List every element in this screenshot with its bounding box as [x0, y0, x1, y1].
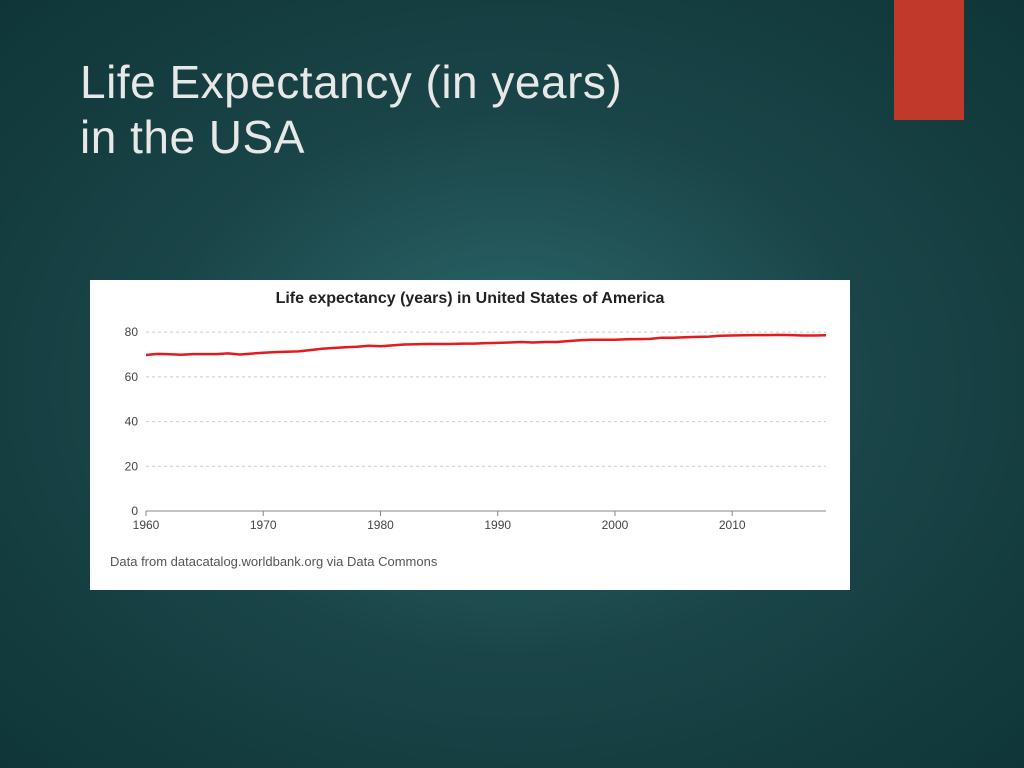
accent-bar [894, 0, 964, 120]
data-series-line [146, 335, 826, 355]
chart-panel: Life expectancy (years) in United States… [90, 280, 850, 590]
svg-text:2000: 2000 [602, 518, 629, 532]
line-chart: 0 20 40 60 80 1960 1970 1980 1990 2000 2010 [106, 316, 834, 536]
title-line-1: Life Expectancy (in years) [80, 56, 622, 108]
chart-footer: Data from datacatalog.worldbank.org via … [110, 554, 834, 569]
svg-text:1990: 1990 [484, 518, 511, 532]
svg-text:0: 0 [131, 504, 138, 518]
svg-text:1970: 1970 [250, 518, 277, 532]
svg-text:40: 40 [125, 415, 139, 429]
svg-text:2010: 2010 [719, 518, 746, 532]
chart-title: Life expectancy (years) in United States… [106, 290, 834, 308]
title-line-2: in the USA [80, 111, 305, 163]
svg-text:20: 20 [125, 459, 139, 473]
svg-text:60: 60 [125, 370, 139, 384]
svg-text:80: 80 [125, 325, 139, 339]
slide-title: Life Expectancy (in years) in the USA [80, 55, 622, 165]
svg-text:1980: 1980 [367, 518, 394, 532]
svg-text:1960: 1960 [133, 518, 160, 532]
